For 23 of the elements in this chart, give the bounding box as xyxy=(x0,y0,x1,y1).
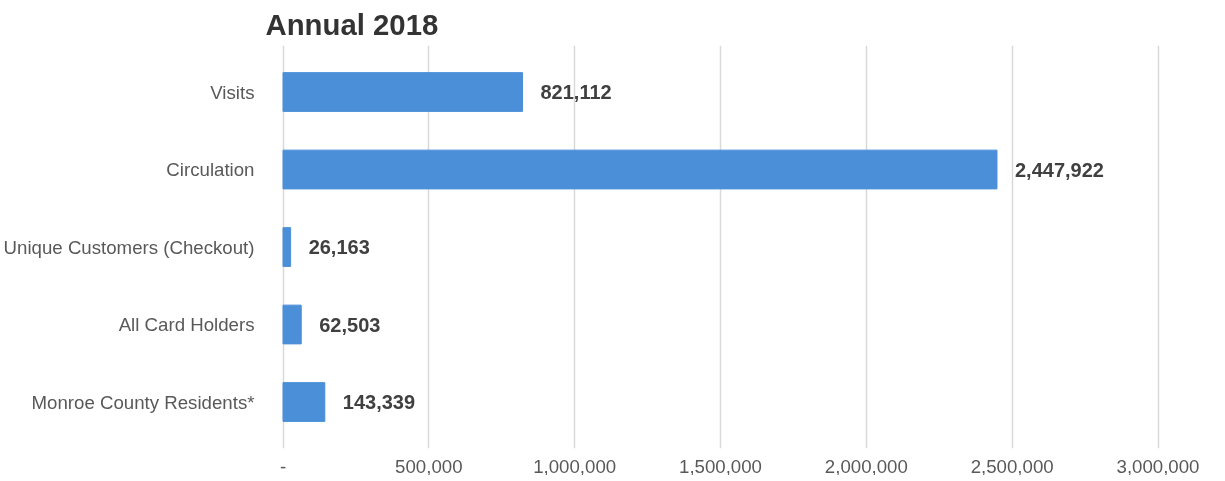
x-tick-label: 3,000,000 xyxy=(1116,455,1200,477)
y-tick-label: Circulation xyxy=(166,159,255,180)
data-label: 143,339 xyxy=(342,391,416,413)
x-tick-label: 1,000,000 xyxy=(533,455,617,477)
x-tick-label: - xyxy=(279,455,287,477)
x-tick-label: 2,500,000 xyxy=(970,455,1054,477)
data-label: 26,163 xyxy=(308,236,370,258)
x-tick-label: 1,500,000 xyxy=(679,455,762,477)
bar xyxy=(282,304,302,345)
bar xyxy=(282,227,292,267)
y-tick-label: All Card Holders xyxy=(118,314,255,335)
y-tick-label: Monroe County Residents* xyxy=(31,391,255,413)
y-tick-label: Visits xyxy=(210,81,255,103)
data-label: 821,112 xyxy=(540,81,612,103)
bar xyxy=(282,72,523,112)
data-label: 2,447,922 xyxy=(1014,158,1104,181)
chart-title: Annual 2018 xyxy=(265,7,439,41)
bar xyxy=(282,382,326,422)
data-label: 62,503 xyxy=(319,313,381,336)
x-tick-label: 2,000,000 xyxy=(824,455,908,477)
bar xyxy=(282,149,998,190)
y-tick-label: Unique Customers (Checkout) xyxy=(3,236,255,258)
x-tick-label: 500,000 xyxy=(395,455,463,477)
